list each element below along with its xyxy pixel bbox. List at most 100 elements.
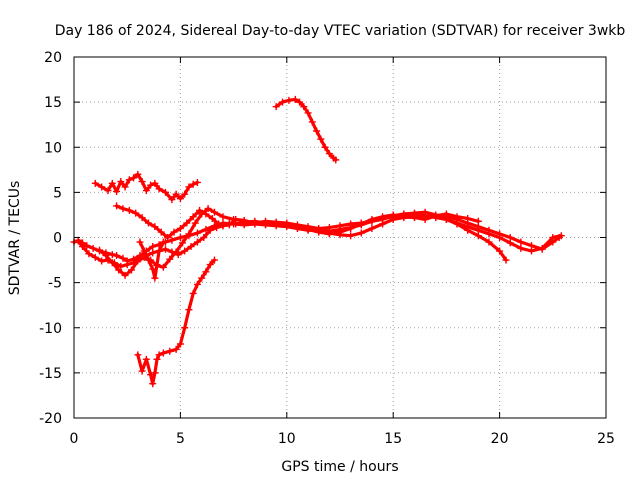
data-point <box>202 225 210 233</box>
data-point <box>557 232 565 240</box>
data-point <box>166 255 174 263</box>
data-point <box>283 221 291 229</box>
x-axis-label: GPS time / hours <box>281 459 398 475</box>
data-point <box>325 230 333 238</box>
data-point <box>149 243 157 251</box>
data-point <box>293 224 301 232</box>
data-point <box>464 215 472 223</box>
data-point <box>193 178 201 186</box>
data-point <box>121 271 129 279</box>
data-point <box>123 257 131 265</box>
data-point <box>108 251 116 259</box>
data-point <box>410 214 418 222</box>
data-point <box>389 211 397 219</box>
data-point <box>142 187 150 195</box>
series-arc8 <box>272 95 340 164</box>
data-point <box>300 103 308 111</box>
series-layer <box>70 95 565 388</box>
y-tick-label: 0 <box>53 231 62 247</box>
data-point <box>176 340 184 348</box>
data-point <box>96 246 104 254</box>
data-point <box>196 206 204 214</box>
x-tick-label: 15 <box>384 431 402 447</box>
data-point <box>140 247 148 255</box>
data-point <box>157 228 165 236</box>
data-point <box>321 143 329 151</box>
x-tick-label: 0 <box>70 431 79 447</box>
data-point <box>308 118 316 126</box>
data-point <box>219 213 227 221</box>
data-point <box>144 219 152 227</box>
data-point <box>91 253 99 261</box>
data-point <box>193 238 201 246</box>
data-point <box>206 261 214 269</box>
data-point <box>102 252 110 260</box>
data-point <box>485 238 493 246</box>
data-point <box>528 247 536 255</box>
data-point <box>98 257 106 265</box>
data-point <box>464 223 472 231</box>
data-point <box>336 228 344 236</box>
data-point <box>130 174 138 182</box>
data-point <box>332 156 340 164</box>
data-point <box>347 232 355 240</box>
data-point <box>432 212 440 220</box>
data-point <box>151 179 159 187</box>
data-point <box>198 210 206 218</box>
y-tick-label: -15 <box>39 366 62 382</box>
data-point <box>291 95 299 103</box>
data-point <box>496 247 504 255</box>
x-tick-label: 10 <box>278 431 296 447</box>
data-point <box>442 210 450 218</box>
data-point <box>517 238 525 246</box>
data-point <box>325 150 333 158</box>
data-point <box>191 219 199 227</box>
data-point <box>453 219 461 227</box>
data-point <box>151 223 159 231</box>
data-point <box>134 351 142 359</box>
data-point <box>496 234 504 241</box>
data-point <box>181 324 189 332</box>
data-point <box>357 220 365 228</box>
data-point <box>189 180 197 188</box>
data-point <box>162 188 170 196</box>
y-tick-label: 20 <box>44 50 62 66</box>
data-point <box>219 219 227 227</box>
data-point <box>115 266 123 274</box>
data-point <box>79 239 87 247</box>
data-point <box>134 257 142 265</box>
data-point <box>285 96 293 104</box>
data-point <box>159 238 167 246</box>
data-point <box>230 215 238 223</box>
data-point <box>151 274 159 282</box>
data-point <box>108 179 116 187</box>
data-point <box>132 209 140 217</box>
data-point <box>121 183 129 191</box>
y-tick-label: -20 <box>39 411 62 427</box>
data-point <box>485 230 493 238</box>
tick-layer: 0 5 10 15 20 25 -20 -15 -10 -5 0 5 10 15 20 <box>39 50 615 447</box>
data-point <box>204 205 212 213</box>
data-point <box>127 266 135 274</box>
data-point <box>502 256 510 264</box>
y-tick-label: 15 <box>44 95 62 111</box>
data-point <box>125 176 133 184</box>
data-point <box>168 236 176 244</box>
y-axis-label: SDTVAR / TECUs <box>7 181 23 296</box>
data-point <box>142 355 150 363</box>
series-arc6 <box>134 256 218 388</box>
data-point <box>136 252 144 260</box>
data-point <box>108 259 116 267</box>
series-line <box>93 172 199 202</box>
series-line <box>274 97 338 162</box>
data-point <box>315 228 323 236</box>
data-point <box>172 345 180 353</box>
data-point <box>210 208 218 216</box>
data-point <box>279 98 287 106</box>
data-point <box>368 224 376 232</box>
data-point <box>153 355 161 363</box>
data-point <box>193 280 201 288</box>
y-tick-label: -10 <box>39 321 62 337</box>
data-point <box>210 256 218 264</box>
